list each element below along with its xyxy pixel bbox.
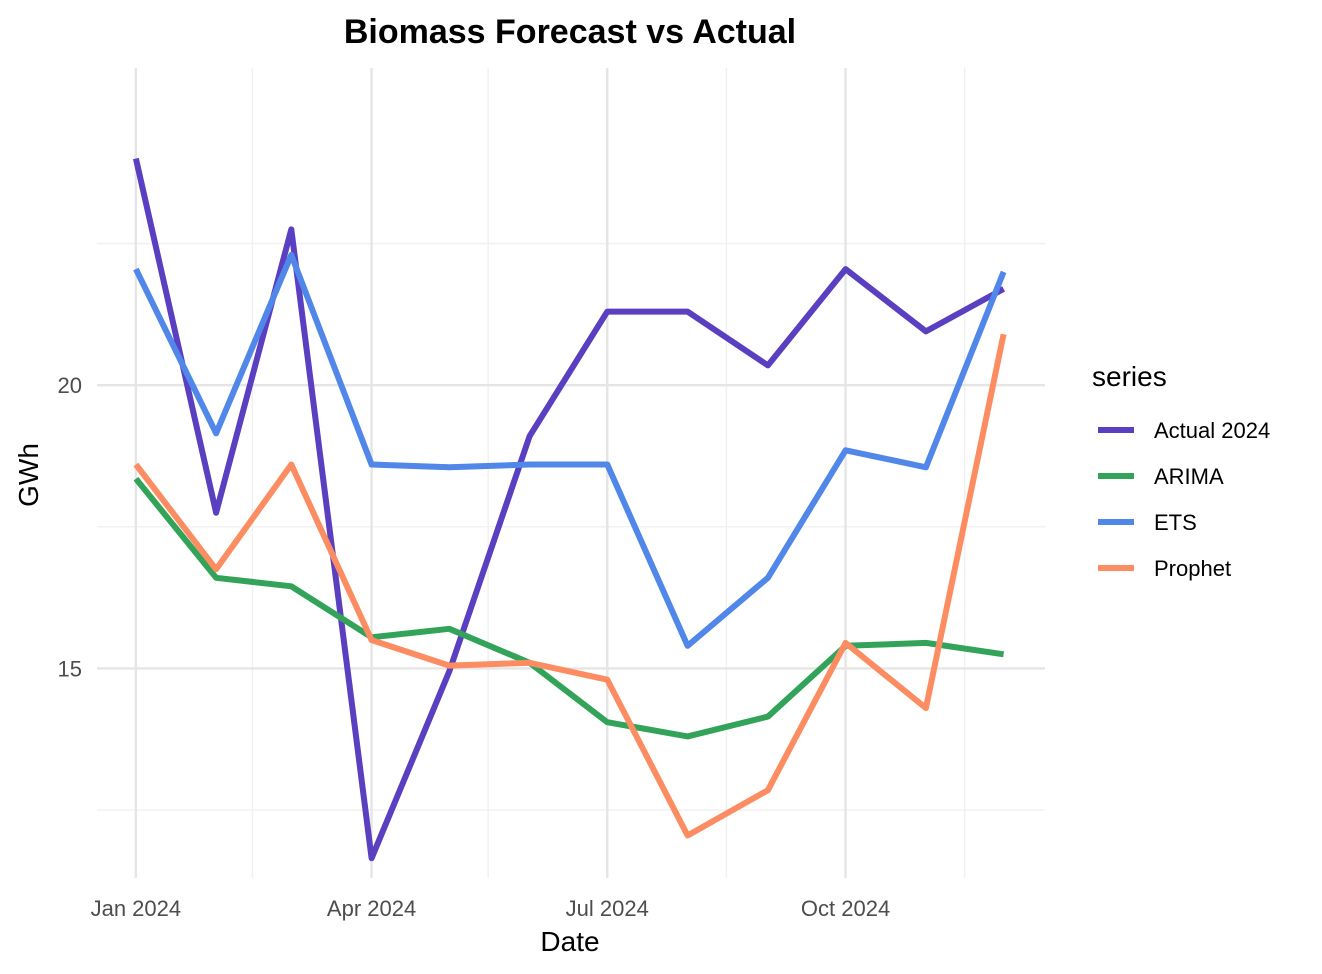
x-axis-ticks: Jan 2024 Apr 2024 Jul 2024 Oct 2024 xyxy=(91,896,891,921)
x-tick-label: Oct 2024 xyxy=(801,896,890,921)
legend-items: Actual 2024 ARIMA ETS Prophet xyxy=(1098,418,1270,581)
y-tick-label: 15 xyxy=(58,656,82,681)
x-tick-label: Jan 2024 xyxy=(91,896,182,921)
x-axis-title: Date xyxy=(540,926,599,957)
x-tick-label: Apr 2024 xyxy=(327,896,416,921)
series-line-prophet xyxy=(133,333,1007,839)
legend-label-actual-2024: Actual 2024 xyxy=(1154,418,1270,443)
legend-label-arima: ARIMA xyxy=(1154,464,1224,489)
minor-gridlines xyxy=(97,68,1045,878)
series-line-ets xyxy=(133,251,1007,649)
series-lines xyxy=(132,157,1007,862)
legend-label-ets: ETS xyxy=(1154,510,1197,535)
chart-title: Biomass Forecast vs Actual xyxy=(344,13,796,51)
y-tick-label: 20 xyxy=(58,373,82,398)
legend-label-prophet: Prophet xyxy=(1154,556,1231,581)
series-line-arima xyxy=(133,476,1005,740)
series-line-actual-2024 xyxy=(132,157,1006,862)
y-axis-title: GWh xyxy=(13,443,44,507)
legend-title: series xyxy=(1092,361,1167,392)
legend: series Actual 2024 ARIMA ETS Prophet xyxy=(1092,361,1270,581)
x-tick-label: Jul 2024 xyxy=(566,896,649,921)
major-gridlines xyxy=(97,68,1045,878)
